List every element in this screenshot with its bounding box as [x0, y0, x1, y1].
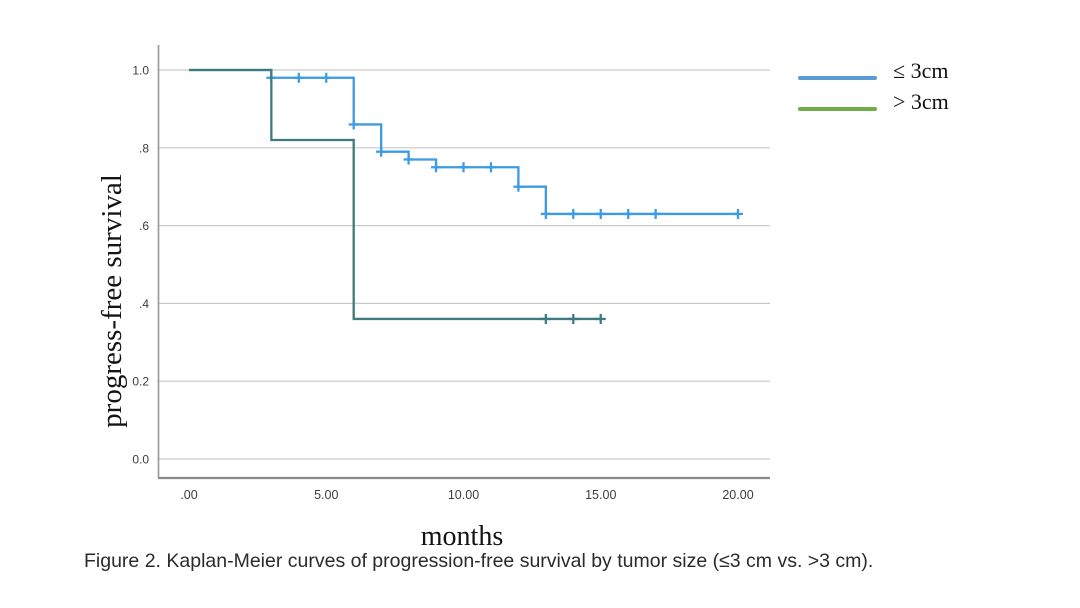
figure-caption: Figure 2. Kaplan-Meier curves of progres… [84, 550, 874, 572]
y-axis-title: progress-free survival [96, 174, 128, 428]
legend-label-gt-3cm: > 3cm [893, 89, 949, 114]
legend-line-gt-3cm [798, 107, 877, 111]
y-tick-label: 1.0 [132, 64, 149, 78]
y-tick-label: 0.0 [132, 453, 149, 467]
legend-label-le-3cm: ≤ 3cm [893, 58, 949, 83]
x-tick-label: 5.00 [314, 488, 338, 502]
x-tick-label: 15.00 [585, 488, 616, 502]
legend-line-le-3cm [798, 76, 877, 80]
y-tick-label: .6 [139, 219, 149, 233]
y-tick-label: 0.2 [132, 375, 149, 389]
x-tick-label: 20.00 [722, 488, 753, 502]
y-tick-label: .8 [139, 141, 149, 155]
y-tick-label: .4 [139, 297, 149, 311]
x-axis-title: months [420, 521, 504, 552]
x-tick-label: 10.00 [448, 488, 479, 502]
x-tick-label: .00 [180, 488, 197, 502]
curve-gt-3cm [189, 68, 601, 321]
